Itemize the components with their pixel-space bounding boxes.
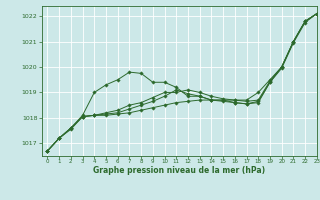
X-axis label: Graphe pression niveau de la mer (hPa): Graphe pression niveau de la mer (hPa) xyxy=(93,166,265,175)
